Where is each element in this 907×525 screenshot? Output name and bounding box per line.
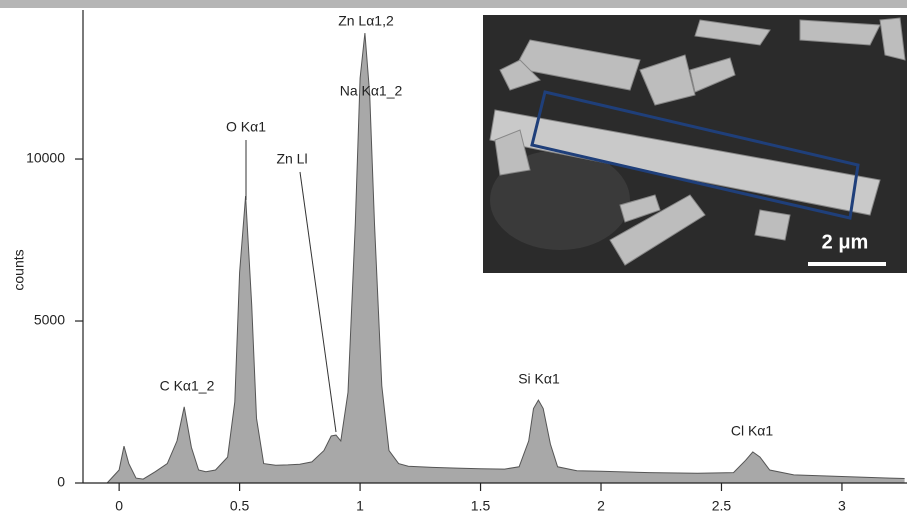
peak-label: Cl Kα1: [731, 423, 774, 439]
y-tick-label: 0: [57, 474, 65, 490]
scale-label: 2 μm: [822, 231, 869, 253]
peak-label: Na Kα1_2: [340, 83, 403, 99]
peak-label: C Kα1_2: [160, 378, 215, 394]
x-tick-label: 1: [356, 498, 364, 514]
y-axis-label: counts: [11, 249, 27, 290]
x-tick-label: 2: [597, 498, 605, 514]
leader-line: [299, 171, 337, 433]
x-tick-label: 2.5: [712, 498, 732, 514]
sem-inset: 2 μm: [483, 15, 907, 273]
peak-label: Si Kα1: [518, 371, 560, 387]
spectrum-line: [106, 32, 905, 484]
top-bar: [0, 0, 907, 8]
y-tick-label: 10000: [26, 150, 65, 166]
x-tick-label: 0.5: [230, 498, 250, 514]
y-tick-label: 5000: [34, 312, 65, 328]
peak-label: Zn Ll: [276, 151, 307, 167]
x-tick-label: 0: [115, 498, 123, 514]
peak-label: O Kα1: [226, 119, 266, 135]
peak-label: Zn Lα1,2: [338, 13, 394, 29]
area-fill: [107, 33, 905, 483]
plot: 0 5000 10000 0 0.5 1 1.5 2 2.5 3 Zn Lα1,2 Na Kα1_2 O…: [26, 10, 907, 514]
x-tick-label: 1.5: [471, 498, 491, 514]
x-tick-label: 3: [838, 498, 846, 514]
